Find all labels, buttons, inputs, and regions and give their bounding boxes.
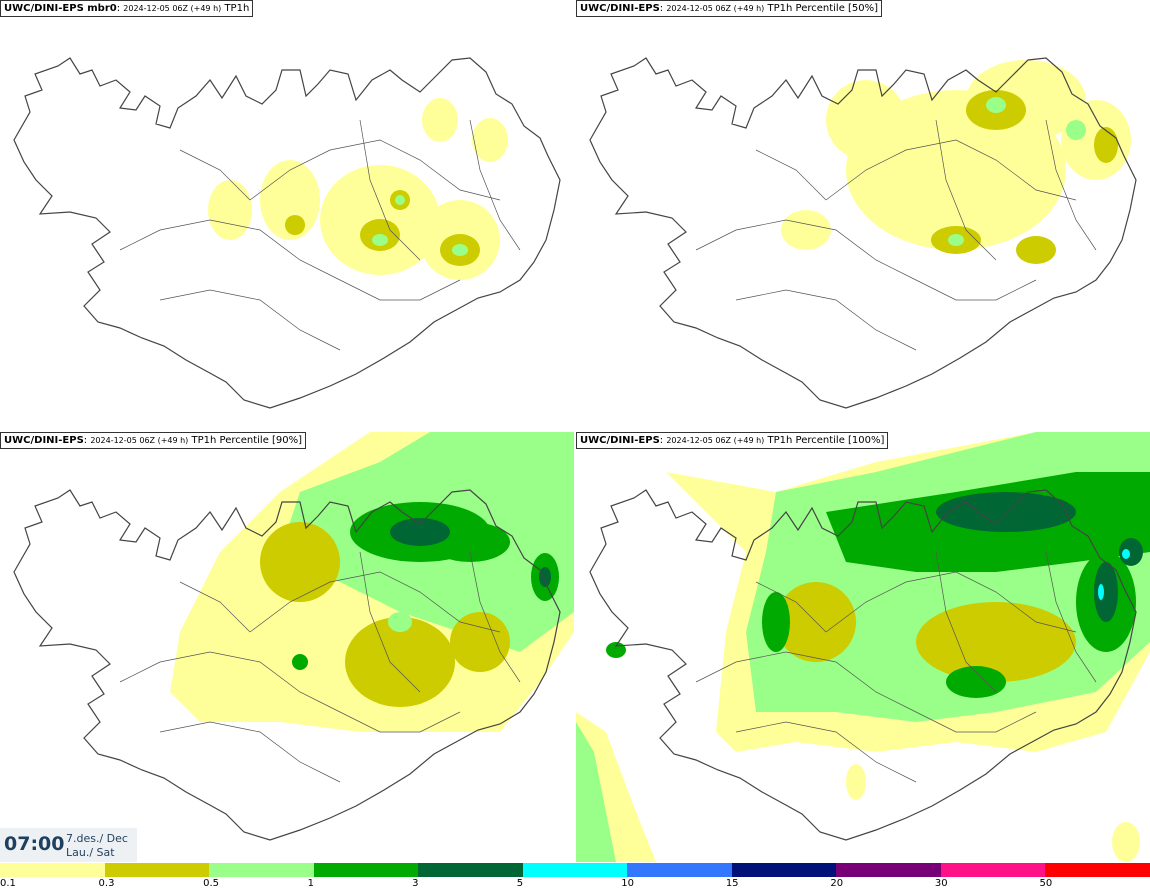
map-canvas (589, 57, 1137, 409)
precip-field (781, 60, 1131, 264)
colorbar-tick-label: 0.1 (0, 878, 16, 889)
panel-title: UWC/DINI-EPS: 2024-12-05 06Z (+49 h) TP1… (576, 0, 883, 17)
map-panel-member0: UWC/DINI-EPS mbr0: 2024-12-05 06Z (+49 h… (0, 0, 574, 430)
precip-field (576, 432, 1150, 862)
colorbar-tick-label: 10 (621, 878, 634, 889)
colorbar-tick-label: 30 (934, 878, 948, 889)
colorbar-segment (1045, 863, 1150, 877)
colorbar-tick-label: 5 (516, 878, 524, 889)
colorbar-segment (104, 863, 210, 877)
colorbar-segment (418, 863, 523, 877)
colorbar-tick-label: 3 (412, 878, 419, 889)
colorbar-tick-label: 0.5 (203, 878, 219, 889)
colorbar-tick-label: 50 (1039, 878, 1053, 889)
map-canvas (13, 432, 574, 841)
colorbar-tick-label: 15 (725, 878, 739, 889)
colorbar-segment (522, 863, 628, 877)
map-canvas (576, 432, 1150, 862)
precip-field (208, 98, 508, 280)
valid-date-line2: Lau./ Sat (66, 846, 115, 859)
colorbar-tick-label: 1 (307, 878, 314, 889)
map-panel-p50: UWC/DINI-EPS: 2024-12-05 06Z (+49 h) TP1… (576, 0, 1150, 430)
colorbar-tick-label: 20 (830, 878, 844, 889)
panel-title: UWC/DINI-EPS: 2024-12-05 06Z (+49 h) TP1… (0, 432, 307, 449)
valid-time-clock: 07:00 (4, 833, 65, 855)
colorbar-ticks: 0.1 0.3 0.5 1 3 5 10 15 20 30 50 (0, 877, 1150, 891)
colorbar-segment (731, 863, 837, 877)
precip-field (170, 432, 574, 732)
colorbar-segment (0, 863, 105, 877)
colorbar-segment (940, 863, 1046, 877)
colorbar-segment (313, 863, 419, 877)
panel-title: UWC/DINI-EPS: 2024-12-05 06Z (+49 h) TP1… (576, 432, 889, 449)
map-canvas (13, 57, 561, 409)
valid-date-line1: 7.des./ Dec (66, 832, 128, 845)
map-panel-p90: UWC/DINI-EPS: 2024-12-05 06Z (+49 h) TP1… (0, 432, 574, 862)
colorbar-tick-label: 0.3 (98, 878, 115, 889)
precip-colorbar (0, 863, 1150, 877)
panel-title: UWC/DINI-EPS mbr0: 2024-12-05 06Z (+49 h… (0, 0, 254, 17)
colorbar-segment (209, 863, 314, 877)
valid-time-box: 07:00 7.des./ Dec Lau./ Sat (0, 828, 137, 862)
colorbar-segment (627, 863, 732, 877)
map-panel-p100: UWC/DINI-EPS: 2024-12-05 06Z (+49 h) TP1… (576, 432, 1150, 862)
colorbar-segment (836, 863, 941, 877)
